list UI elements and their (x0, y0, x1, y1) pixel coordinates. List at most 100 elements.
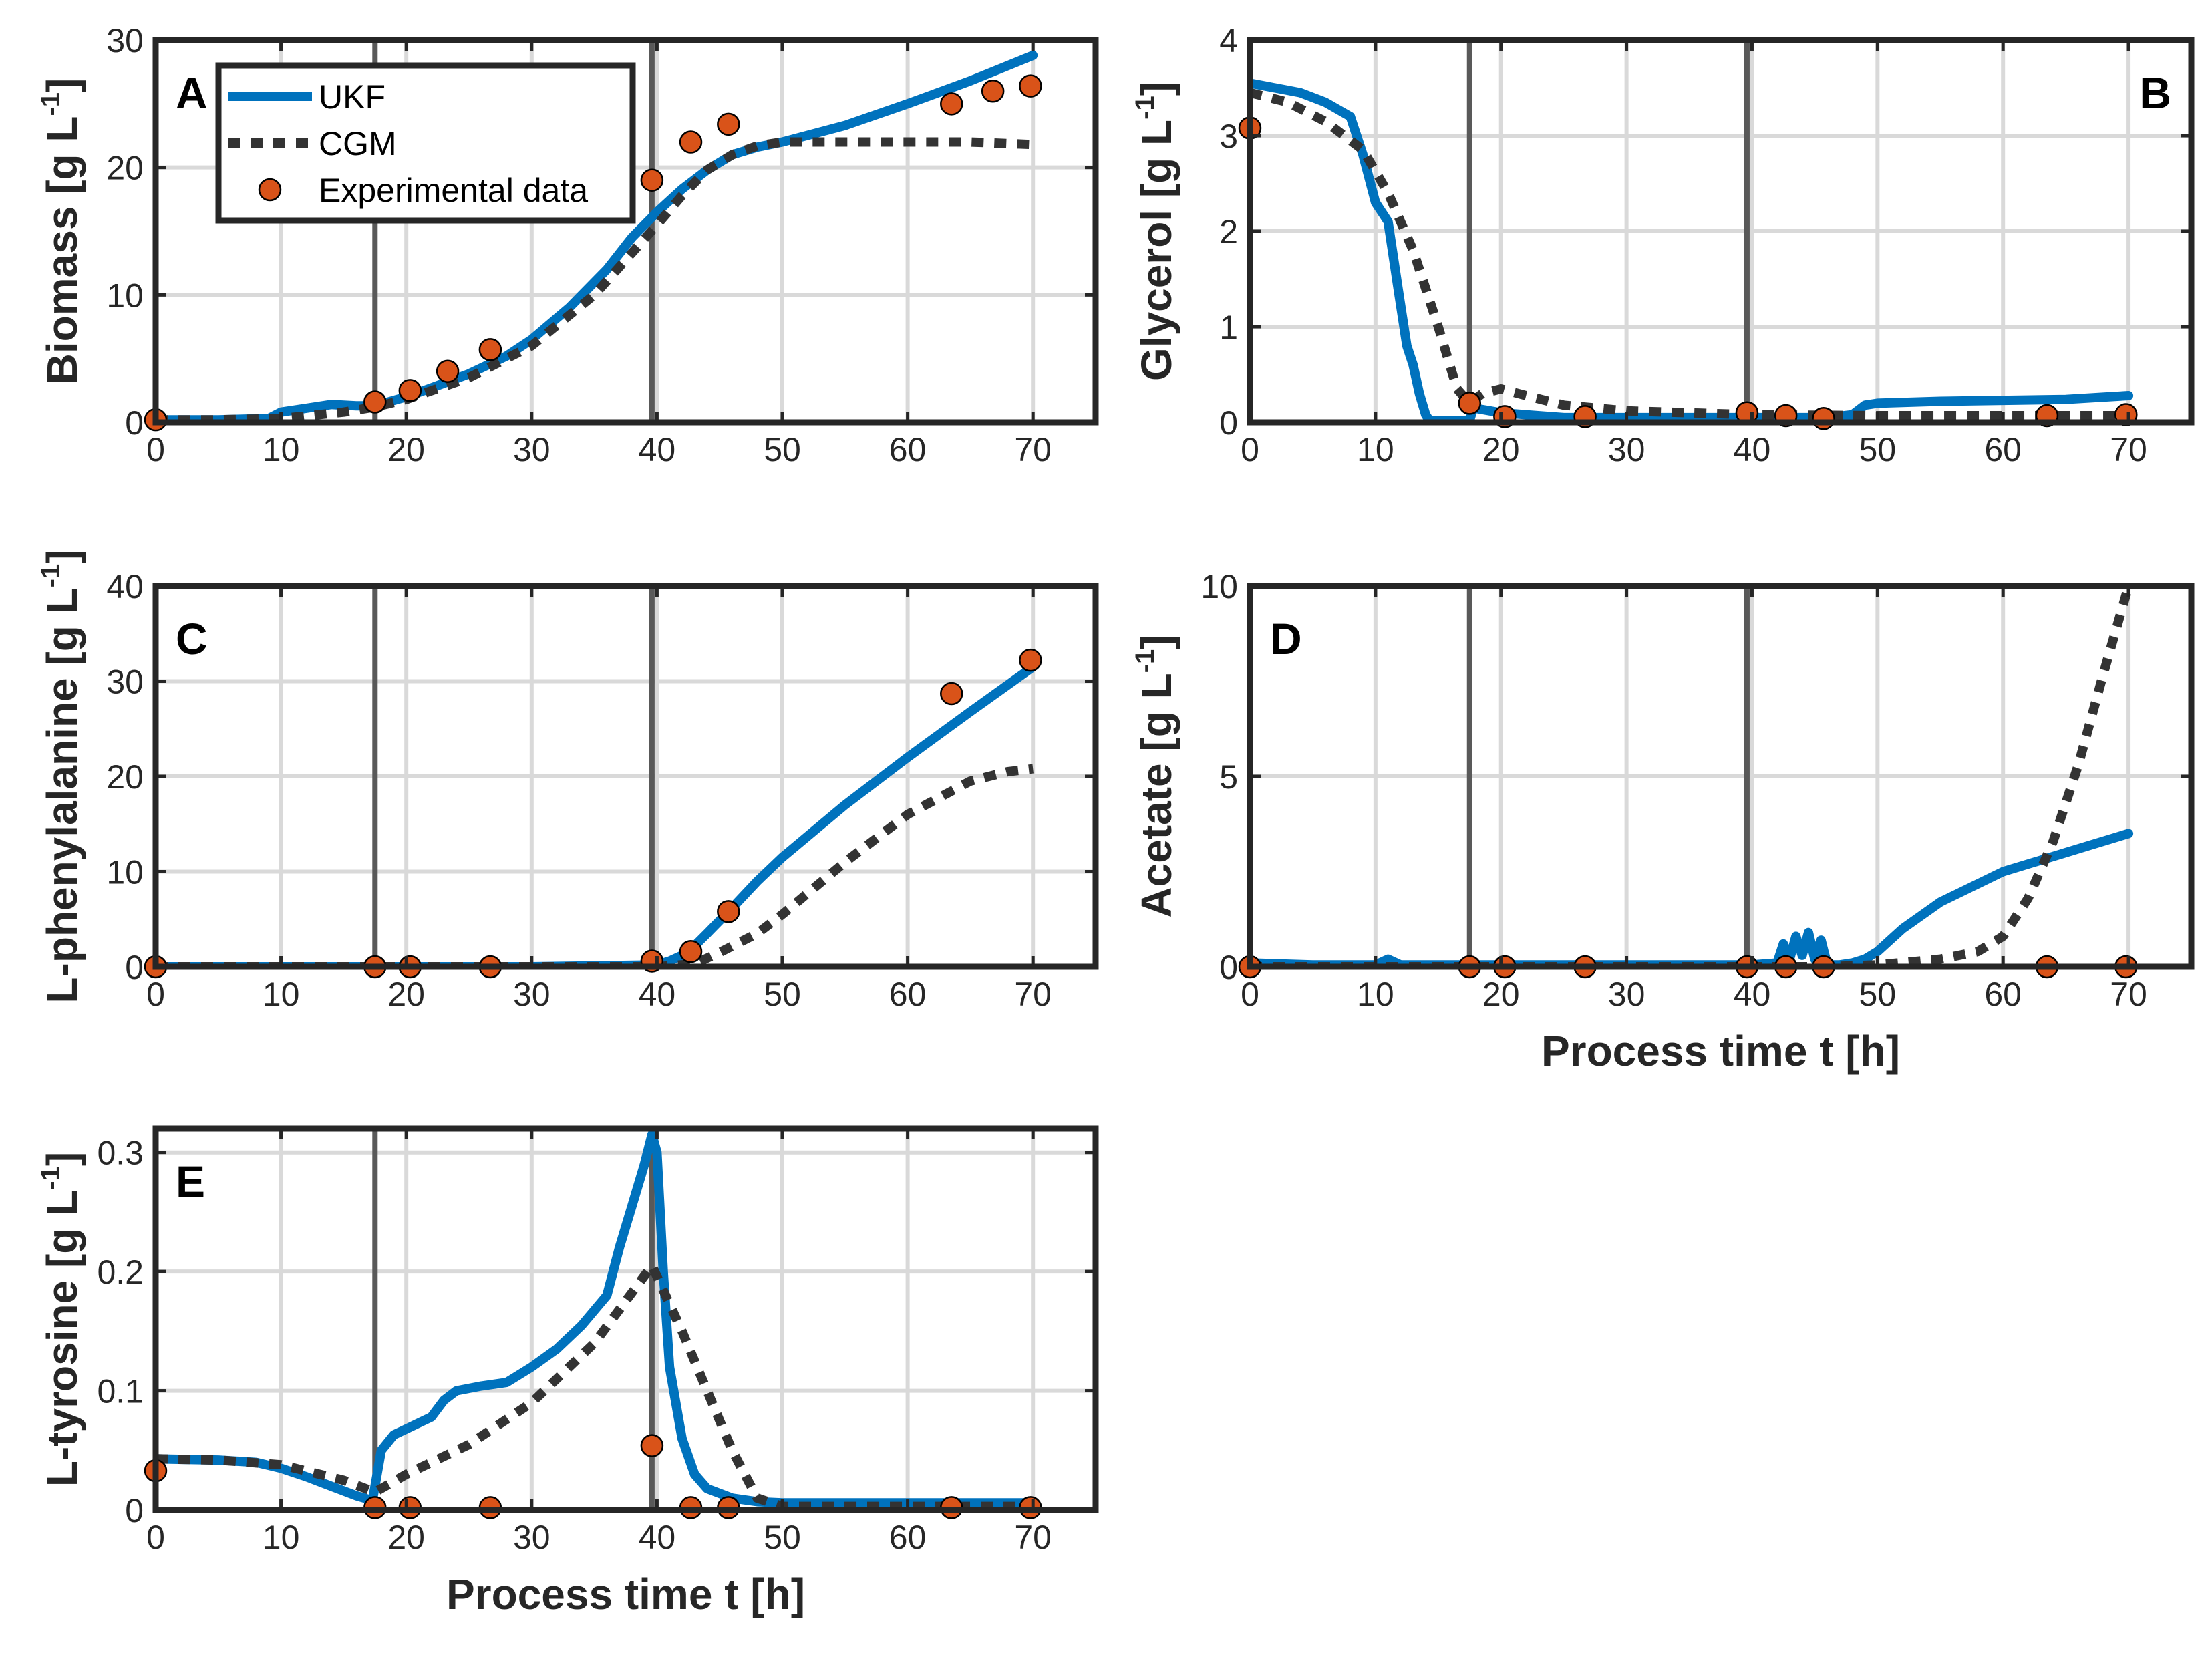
x-tick-label: 30 (513, 1519, 550, 1556)
y-axis-label-text: Glycerol [g L (1132, 120, 1180, 381)
y-tick-label: 2 (1219, 213, 1238, 251)
experimental-data-point (717, 900, 740, 923)
y-axis-label-end: ] (38, 1152, 86, 1166)
experimental-data-point (679, 130, 703, 154)
x-tick-label: 50 (764, 1519, 801, 1556)
x-tick-label: 10 (1357, 431, 1394, 468)
y-tick-label: 10 (106, 854, 144, 891)
y-tick-label: 0 (1219, 949, 1238, 986)
series-cgm-line (156, 764, 1034, 967)
x-tick-label: 70 (2110, 975, 2147, 1013)
panel-letter: B (2139, 68, 2171, 118)
y-tick-label: 0.1 (97, 1373, 144, 1410)
x-tick-label: 20 (1482, 431, 1520, 468)
x-axis-label: Process time t [h] (1541, 1027, 1900, 1075)
y-tick-label: 0 (1219, 404, 1238, 442)
axes-box (152, 37, 1099, 426)
series-cgm-line (156, 1261, 1034, 1510)
x-tick-label: 0 (146, 975, 165, 1013)
experimental-data-point (1019, 648, 1042, 672)
y-tick-label: 0.2 (97, 1253, 144, 1291)
y-tick-label: 4 (1219, 22, 1238, 59)
y-axis-label-sup: -1 (36, 1166, 65, 1190)
y-tick-label: 1 (1219, 309, 1238, 346)
y-axis-label-sup: -1 (1130, 96, 1160, 120)
x-tick-label: 50 (764, 975, 801, 1013)
x-tick-label: 60 (889, 975, 927, 1013)
series-ukf-line (156, 1129, 1038, 1508)
x-tick-label: 40 (639, 431, 676, 468)
x-tick-label: 20 (1482, 975, 1520, 1013)
y-axis-label-text: L-tyrosine [g L (38, 1190, 86, 1487)
x-tick-label: 70 (1014, 431, 1052, 468)
experimental-data-point (940, 92, 963, 116)
y-tick-label: 0 (125, 1492, 144, 1529)
x-tick-label: 70 (2110, 431, 2147, 468)
x-tick-label: 40 (639, 1519, 676, 1556)
experimental-data-point (478, 338, 502, 361)
legend-exp-swatch (258, 178, 282, 202)
series-cgm-line (156, 137, 1034, 422)
y-axis-label-text: Biomass [g L (38, 116, 86, 385)
y-axis-label-text: L-phenylalanine [g L (38, 587, 86, 1003)
y-axis-label: Glycerol [g L-1] (1130, 82, 1180, 381)
series-cgm-line (1250, 586, 2133, 967)
x-tick-label: 70 (1014, 1519, 1052, 1556)
x-tick-label: 50 (764, 431, 801, 468)
legend-box (215, 62, 636, 224)
series-ukf-line (1250, 829, 2134, 967)
y-tick-label: 3 (1219, 118, 1238, 155)
experimental-data-point (717, 112, 740, 136)
y-axis-label-sup: -1 (1130, 649, 1160, 673)
x-tick-label: 10 (263, 975, 300, 1013)
experimental-data-point (679, 939, 703, 963)
x-tick-label: 60 (889, 1519, 927, 1556)
x-tick-label: 40 (1734, 431, 1771, 468)
y-tick-label: 10 (1201, 568, 1238, 605)
experimental-data-point (436, 359, 460, 383)
x-tick-label: 0 (146, 1519, 165, 1556)
x-tick-label: 0 (146, 431, 165, 468)
legend: UKF CGM Experimental data (215, 62, 636, 224)
y-tick-label: 30 (106, 22, 144, 59)
panel-letter: A (176, 68, 208, 118)
y-tick-label: 20 (106, 150, 144, 187)
panel-c-phenylalanine: 0 10 20 30 40 50 60 70 0 10 20 30 40 C L-phenylalanine… (36, 549, 1099, 1013)
y-axis-label: Acetate [g L-1] (1130, 635, 1180, 917)
x-tick-label: 60 (889, 431, 927, 468)
y-tick-label: 20 (106, 758, 144, 796)
y-axis-label: L-phenylalanine [g L-1] (36, 549, 86, 1003)
panel-e-tyrosine: 0 10 20 30 40 50 60 70 0 0.1 0.2 0.3 E L-tyrosine [g … (36, 1125, 1099, 1618)
y-axis-label-end: ] (1132, 82, 1180, 96)
panel-letter: C (176, 614, 208, 663)
y-tick-label: 30 (106, 663, 144, 701)
x-tick-label: 70 (1014, 975, 1052, 1013)
y-tick-label: 0 (125, 949, 144, 986)
x-tick-label: 20 (387, 975, 425, 1013)
y-tick-label: 0 (125, 404, 144, 442)
experimental-data-point (1458, 392, 1482, 415)
y-axis-label-sup: -1 (36, 564, 65, 588)
x-tick-label: 40 (1734, 975, 1771, 1013)
legend-entry-label: Experimental data (319, 172, 588, 209)
x-tick-label: 40 (639, 975, 676, 1013)
x-tick-label: 50 (1859, 431, 1897, 468)
x-tick-label: 60 (1984, 431, 2022, 468)
y-axis-label-sup: -1 (36, 92, 65, 116)
experimental-data-point (640, 168, 664, 192)
x-tick-label: 10 (263, 1519, 300, 1556)
x-tick-label: 10 (263, 431, 300, 468)
y-tick-label: 0.3 (97, 1135, 144, 1172)
y-axis-label-end: ] (38, 78, 86, 92)
x-tick-label: 30 (1608, 431, 1645, 468)
legend-entry-label: UKF (319, 78, 385, 116)
panel-letter: D (1270, 614, 1302, 663)
x-tick-label: 30 (513, 975, 550, 1013)
x-tick-label: 0 (1241, 431, 1259, 468)
panel-a-biomass: 0 10 20 30 40 50 60 70 0 10 20 30 A Biomass [g L-1] (36, 22, 1099, 468)
y-axis-label-end: ] (1132, 635, 1180, 649)
y-axis-label-end: ] (38, 549, 86, 563)
y-axis-label: L-tyrosine [g L-1] (36, 1152, 86, 1487)
x-tick-label: 0 (1241, 975, 1259, 1013)
